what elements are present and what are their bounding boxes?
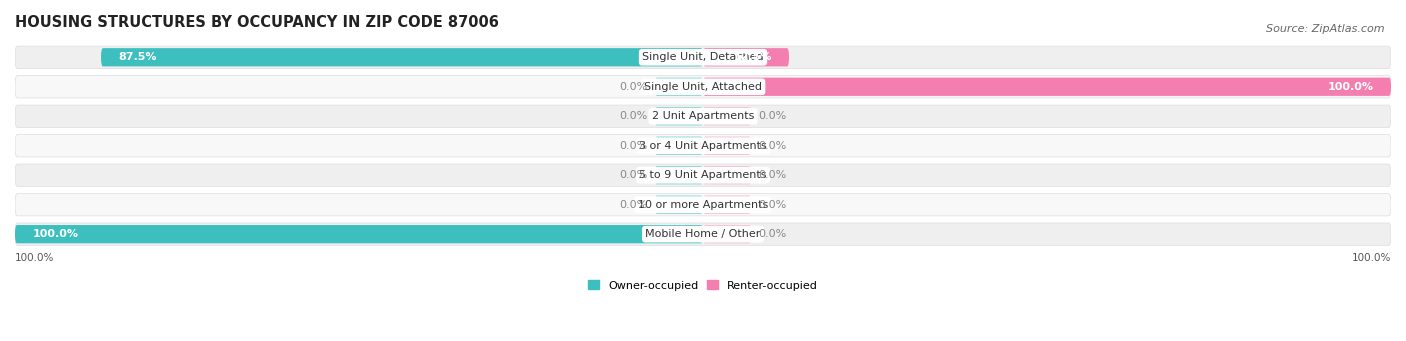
FancyBboxPatch shape	[15, 225, 703, 243]
FancyBboxPatch shape	[15, 223, 1391, 246]
FancyBboxPatch shape	[655, 137, 703, 155]
Text: Single Unit, Attached: Single Unit, Attached	[644, 82, 762, 92]
FancyBboxPatch shape	[703, 137, 751, 155]
Text: Single Unit, Detached: Single Unit, Detached	[643, 52, 763, 62]
Text: HOUSING STRUCTURES BY OCCUPANCY IN ZIP CODE 87006: HOUSING STRUCTURES BY OCCUPANCY IN ZIP C…	[15, 15, 499, 30]
FancyBboxPatch shape	[703, 166, 751, 184]
FancyBboxPatch shape	[655, 78, 703, 96]
FancyBboxPatch shape	[15, 134, 1391, 157]
Text: 0.0%: 0.0%	[758, 229, 786, 239]
FancyBboxPatch shape	[655, 195, 703, 214]
Text: 0.0%: 0.0%	[620, 170, 648, 180]
Text: 0.0%: 0.0%	[758, 170, 786, 180]
Text: 0.0%: 0.0%	[620, 82, 648, 92]
FancyBboxPatch shape	[15, 193, 1391, 216]
FancyBboxPatch shape	[15, 105, 1391, 128]
FancyBboxPatch shape	[655, 107, 703, 125]
Text: 0.0%: 0.0%	[758, 111, 786, 121]
Text: 0.0%: 0.0%	[620, 141, 648, 151]
Text: 2 Unit Apartments: 2 Unit Apartments	[652, 111, 754, 121]
Text: 87.5%: 87.5%	[118, 52, 156, 62]
Text: 10 or more Apartments: 10 or more Apartments	[638, 200, 768, 210]
FancyBboxPatch shape	[101, 48, 703, 66]
Text: 12.5%: 12.5%	[734, 52, 772, 62]
Text: Mobile Home / Other: Mobile Home / Other	[645, 229, 761, 239]
FancyBboxPatch shape	[703, 78, 1391, 96]
Text: Source: ZipAtlas.com: Source: ZipAtlas.com	[1267, 24, 1385, 34]
FancyBboxPatch shape	[703, 195, 751, 214]
FancyBboxPatch shape	[703, 107, 751, 125]
Text: 100.0%: 100.0%	[15, 253, 55, 263]
Text: 100.0%: 100.0%	[32, 229, 79, 239]
FancyBboxPatch shape	[15, 46, 1391, 69]
FancyBboxPatch shape	[15, 76, 1391, 98]
Text: 5 to 9 Unit Apartments: 5 to 9 Unit Apartments	[640, 170, 766, 180]
Text: 0.0%: 0.0%	[758, 141, 786, 151]
Text: 3 or 4 Unit Apartments: 3 or 4 Unit Apartments	[640, 141, 766, 151]
Text: 0.0%: 0.0%	[758, 200, 786, 210]
Text: 100.0%: 100.0%	[1327, 82, 1374, 92]
Text: 0.0%: 0.0%	[620, 200, 648, 210]
Legend: Owner-occupied, Renter-occupied: Owner-occupied, Renter-occupied	[583, 276, 823, 295]
FancyBboxPatch shape	[703, 48, 789, 66]
Text: 0.0%: 0.0%	[620, 111, 648, 121]
FancyBboxPatch shape	[15, 164, 1391, 187]
FancyBboxPatch shape	[703, 225, 751, 243]
FancyBboxPatch shape	[655, 166, 703, 184]
Text: 100.0%: 100.0%	[1351, 253, 1391, 263]
